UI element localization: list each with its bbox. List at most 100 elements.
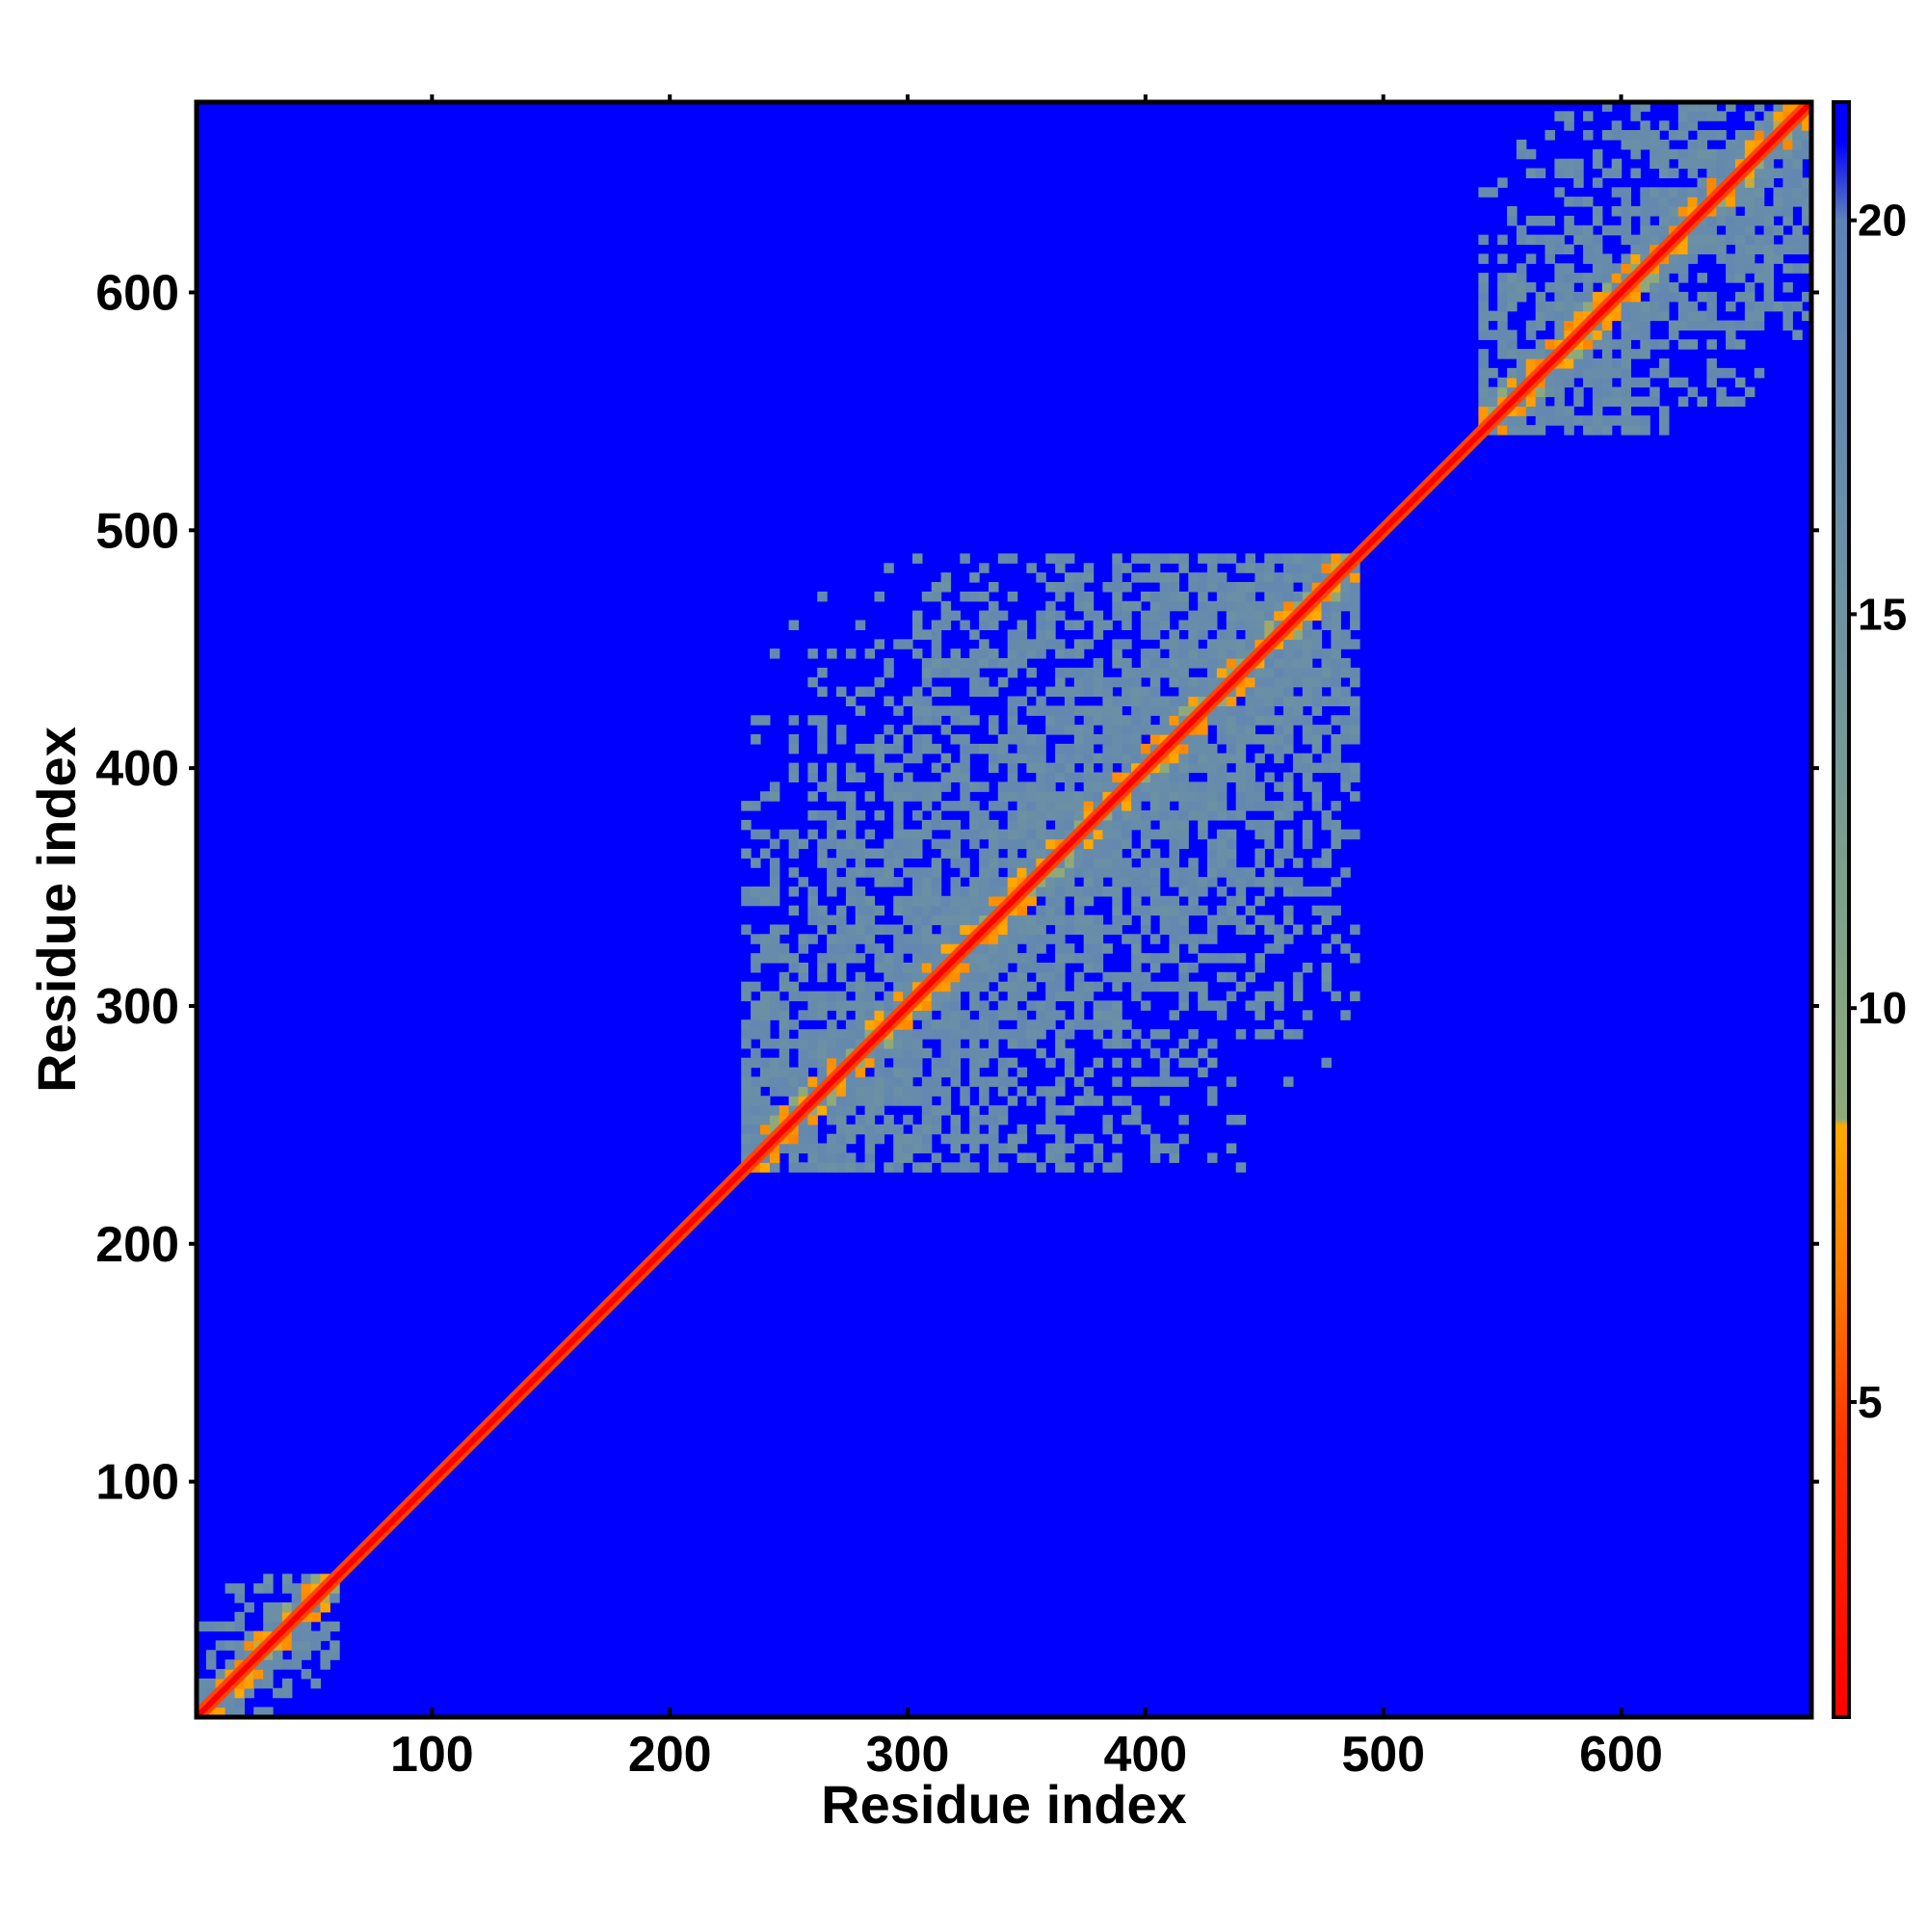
heatmap-cell — [1706, 130, 1717, 141]
heatmap-cell — [1073, 905, 1085, 916]
heatmap-cell — [1592, 425, 1603, 436]
heatmap-cell — [1016, 1086, 1028, 1097]
heatmap-cell — [1055, 639, 1066, 649]
heatmap-cell — [1274, 667, 1284, 678]
heatmap-cell — [751, 801, 761, 811]
heatmap-cell — [1254, 781, 1265, 792]
heatmap-cell — [1763, 282, 1775, 293]
heatmap-cell — [1216, 658, 1227, 669]
heatmap-cell — [760, 1010, 771, 1020]
heatmap-cell — [1073, 914, 1085, 926]
heatmap-cell — [1045, 791, 1056, 802]
heatmap-cell — [1630, 139, 1641, 150]
heatmap-cell — [827, 1057, 837, 1069]
colorbar-tick-label: 5 — [1858, 1377, 1883, 1427]
heatmap-cell — [1055, 762, 1066, 774]
heatmap-cell — [215, 1669, 226, 1680]
heatmap-cell — [960, 667, 970, 678]
heatmap-cell — [1292, 924, 1304, 935]
heatmap-cell — [1754, 102, 1765, 112]
heatmap-cell — [827, 762, 837, 774]
heatmap-cell — [1045, 971, 1056, 983]
heatmap-cell — [1055, 753, 1066, 764]
heatmap-cell — [1235, 753, 1247, 764]
heatmap-cell — [1592, 177, 1603, 188]
heatmap-cell — [1782, 102, 1793, 112]
heatmap-cell — [903, 914, 913, 926]
heatmap-cell — [1677, 197, 1689, 207]
heatmap-cell — [1102, 676, 1113, 688]
heatmap-cell — [1321, 858, 1332, 868]
heatmap-cell — [1254, 705, 1265, 716]
heatmap-cell — [1340, 591, 1351, 602]
heatmap-cell — [1036, 781, 1046, 792]
heatmap-cell — [291, 1601, 303, 1613]
heatmap-cell — [1264, 676, 1275, 688]
heatmap-cell — [1274, 696, 1284, 706]
heatmap-cell — [1321, 658, 1332, 669]
heatmap-cell — [1073, 600, 1085, 612]
heatmap-cell — [1302, 734, 1313, 745]
heatmap-cell — [741, 1133, 752, 1145]
heatmap-cell — [1583, 197, 1594, 207]
heatmap-cell — [1169, 600, 1179, 612]
heatmap-cell — [1178, 887, 1189, 897]
heatmap-cell — [864, 848, 876, 859]
heatmap-cell — [931, 1057, 942, 1069]
heatmap-cell — [1122, 715, 1132, 726]
heatmap-cell — [1093, 934, 1104, 944]
heatmap-cell — [1516, 425, 1527, 436]
heatmap-cell — [989, 715, 999, 726]
heatmap-cell — [1235, 867, 1247, 878]
heatmap-cell — [1207, 801, 1218, 811]
heatmap-cell — [320, 1650, 330, 1660]
heatmap-cell — [931, 887, 942, 897]
heatmap-cell — [1497, 386, 1508, 398]
heatmap-cell — [969, 810, 980, 821]
heatmap-cell — [1650, 339, 1660, 350]
heatmap-cell — [1321, 981, 1332, 992]
heatmap-cell — [1283, 914, 1294, 926]
heatmap-cell — [1007, 734, 1018, 745]
heatmap-cell — [1122, 867, 1132, 878]
heatmap-cell — [1178, 877, 1189, 887]
heatmap-cell — [1583, 244, 1594, 254]
heatmap-cell — [1083, 914, 1095, 926]
heatmap-cell — [940, 1162, 952, 1173]
heatmap-cell — [1159, 801, 1171, 811]
heatmap-cell — [884, 963, 894, 973]
heatmap-cell — [1159, 791, 1171, 802]
heatmap-cell — [1792, 244, 1803, 254]
heatmap-cell — [1630, 310, 1641, 322]
heatmap-cell — [1016, 1067, 1028, 1078]
heatmap-cell — [1178, 914, 1189, 926]
heatmap-cell — [1007, 762, 1018, 774]
heatmap-cell — [1497, 349, 1508, 359]
heatmap-cell — [1140, 1076, 1151, 1087]
heatmap-cell — [989, 848, 999, 859]
heatmap-cell — [1274, 753, 1284, 764]
heatmap-cell — [1093, 963, 1104, 973]
heatmap-cell — [1601, 349, 1613, 359]
heatmap-cell — [1064, 801, 1075, 811]
heatmap-cell — [1697, 225, 1707, 236]
heatmap-cell — [1102, 1010, 1113, 1020]
heatmap-cell — [979, 1133, 990, 1145]
heatmap-cell — [1083, 686, 1095, 698]
heatmap-cell — [960, 658, 970, 669]
heatmap-cell — [827, 1038, 837, 1049]
heatmap-cell — [1573, 310, 1584, 322]
heatmap-cell — [798, 1067, 808, 1078]
heatmap-cell — [1311, 667, 1323, 678]
heatmap-cell — [1169, 877, 1179, 887]
heatmap-cell — [1245, 819, 1255, 831]
heatmap-cell — [1497, 253, 1508, 264]
heatmap-cell — [1283, 648, 1294, 659]
heatmap-cell — [1478, 349, 1489, 359]
y-axis-label: Residue index — [26, 727, 87, 1093]
heatmap-cell — [1744, 291, 1755, 303]
heatmap-cell — [1149, 667, 1161, 678]
heatmap-cell — [1036, 801, 1046, 811]
y-tick-label: 600 — [95, 265, 179, 321]
heatmap-cell — [1235, 1114, 1247, 1125]
